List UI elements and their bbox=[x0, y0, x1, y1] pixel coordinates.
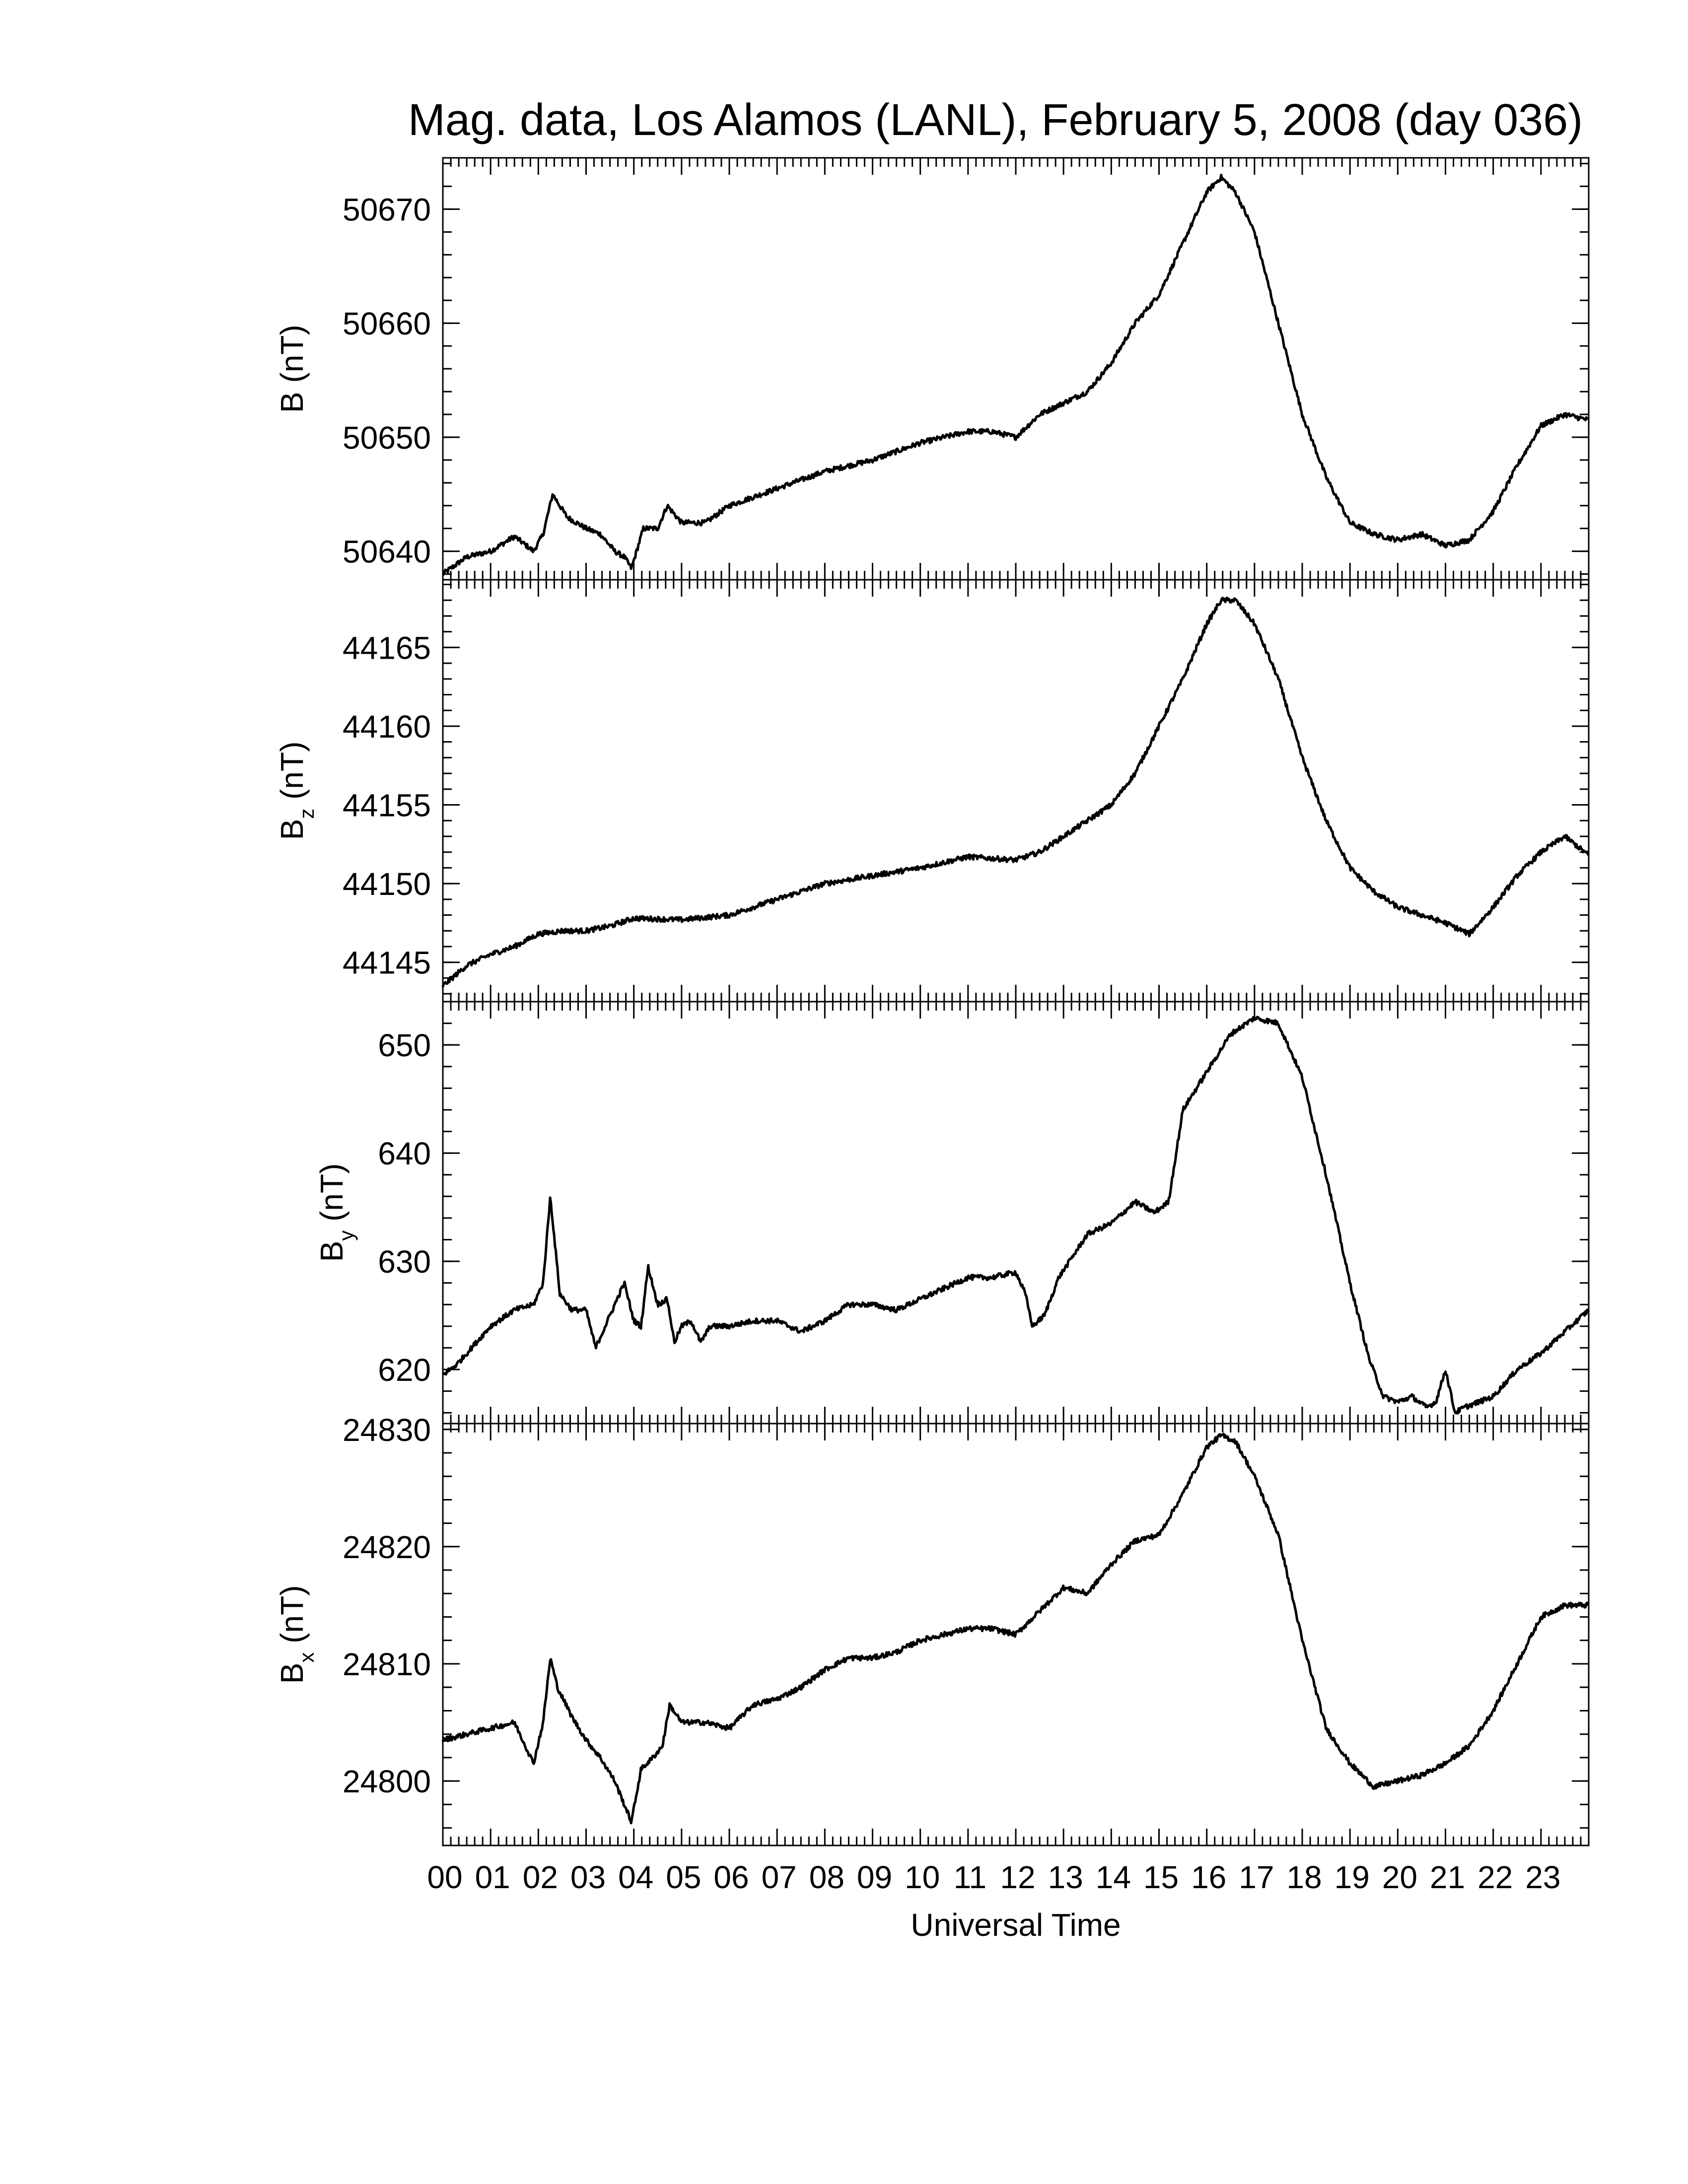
y-tick-label: 44165 bbox=[343, 630, 431, 666]
y-tick-label: 24820 bbox=[343, 1529, 431, 1565]
series-line-Bx bbox=[441, 1433, 1590, 1825]
panel-By-frame bbox=[442, 1001, 1590, 1425]
y-tick-label: 44150 bbox=[343, 866, 431, 902]
chart-title: Mag. data, Los Alamos (LANL), February 5… bbox=[408, 95, 1583, 145]
panel-By: 620 630 640 650 By (nT) bbox=[314, 1001, 1590, 1425]
x-tick-label: 01 bbox=[475, 1859, 510, 1895]
x-tick-label: 09 bbox=[857, 1859, 892, 1895]
x-tick-label: 10 bbox=[905, 1859, 940, 1895]
y-tick-label: 50660 bbox=[343, 306, 431, 341]
y-tick-label: 44145 bbox=[343, 945, 431, 981]
y-tick-label: 650 bbox=[378, 1027, 431, 1063]
y-tick-label: 24810 bbox=[343, 1646, 431, 1682]
panels-layer: 50640 50650 50660 50670 B (nT) 44145 44150 4415… bbox=[274, 157, 1590, 1846]
x-tick-label: 21 bbox=[1430, 1859, 1465, 1895]
x-tick-label: 22 bbox=[1477, 1859, 1513, 1895]
panel-B: 50640 50650 50660 50670 B (nT) bbox=[274, 157, 1590, 581]
y-tick-label: 620 bbox=[378, 1352, 431, 1388]
y-axis-label-Bx: Bx (nT) bbox=[274, 1585, 318, 1684]
x-tick-label: 03 bbox=[570, 1859, 606, 1895]
x-tick-label: 05 bbox=[666, 1859, 701, 1895]
y-axis-label-Bz: Bz (nT) bbox=[274, 742, 318, 840]
x-axis-label: Universal Time bbox=[911, 1907, 1121, 1943]
x-tick-label: 23 bbox=[1525, 1859, 1560, 1895]
panel-Bz-frame bbox=[442, 579, 1590, 1003]
x-tick-label: 12 bbox=[1000, 1859, 1035, 1895]
y-tick-label: 24830 bbox=[343, 1412, 431, 1448]
x-axis: 00 01 02 03 04 05 06 07 08 09 10 11 12 13 14 15 16 17 18 19… bbox=[427, 1859, 1560, 1895]
x-tick-label: 04 bbox=[618, 1859, 653, 1895]
x-tick-label: 00 bbox=[427, 1859, 462, 1895]
x-tick-label: 02 bbox=[523, 1859, 558, 1895]
x-tick-label: 15 bbox=[1143, 1859, 1179, 1895]
x-tick-label: 17 bbox=[1239, 1859, 1274, 1895]
x-tick-label: 18 bbox=[1286, 1859, 1322, 1895]
y-tick-label: 50670 bbox=[343, 192, 431, 227]
series-line-Bz bbox=[441, 596, 1590, 987]
panel-Bx: 24800 24810 24820 24830 Bx (nT) bbox=[274, 1412, 1590, 1846]
y-tick-label: 630 bbox=[378, 1244, 431, 1280]
y-tick-label: 50640 bbox=[343, 534, 431, 570]
y-tick-label: 24800 bbox=[343, 1764, 431, 1799]
series-line-By bbox=[442, 1016, 1590, 1415]
panel-B-frame bbox=[442, 157, 1590, 581]
y-tick-label: 44160 bbox=[343, 709, 431, 745]
x-tick-label: 07 bbox=[762, 1859, 797, 1895]
y-tick-label: 44155 bbox=[343, 788, 431, 823]
y-tick-label: 50650 bbox=[343, 420, 431, 456]
series-line-B bbox=[441, 174, 1589, 576]
y-axis-label-By: By (nT) bbox=[314, 1163, 358, 1262]
x-tick-label: 13 bbox=[1048, 1859, 1083, 1895]
x-tick-label: 11 bbox=[954, 1859, 986, 1895]
y-axis-label-B: B (nT) bbox=[274, 325, 310, 413]
x-tick-label: 20 bbox=[1382, 1859, 1417, 1895]
x-tick-label: 14 bbox=[1096, 1859, 1131, 1895]
x-tick-label: 08 bbox=[809, 1859, 844, 1895]
panel-Bz: 44145 44150 44155 44160 44165 Bz (nT) bbox=[274, 579, 1590, 1003]
x-tick-label: 06 bbox=[713, 1859, 749, 1895]
x-tick-label: 16 bbox=[1191, 1859, 1226, 1895]
x-tick-label: 19 bbox=[1335, 1859, 1370, 1895]
y-tick-label: 640 bbox=[378, 1136, 431, 1171]
